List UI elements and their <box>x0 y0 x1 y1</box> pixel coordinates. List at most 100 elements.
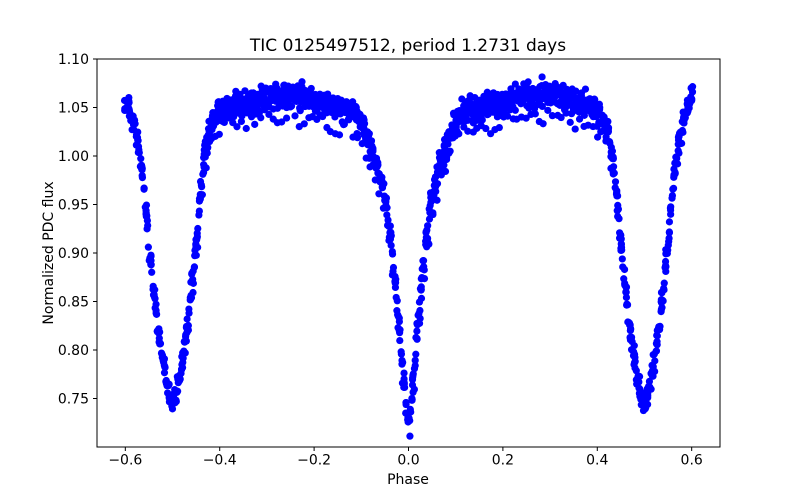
data-point <box>615 234 624 242</box>
data-point <box>594 133 602 141</box>
data-point <box>430 176 439 184</box>
data-point <box>335 131 344 139</box>
data-point <box>670 165 678 173</box>
data-point <box>218 105 226 113</box>
y-tick-label: 1.10 <box>58 52 89 68</box>
data-point <box>400 369 408 377</box>
data-point <box>195 197 204 205</box>
x-tick-label: −0.4 <box>203 453 237 469</box>
data-point <box>247 102 255 110</box>
data-point <box>482 106 490 114</box>
data-point <box>122 104 130 112</box>
data-point <box>371 155 380 163</box>
data-point <box>168 402 176 410</box>
data-point <box>409 388 417 396</box>
data-point <box>670 173 678 181</box>
data-point <box>182 323 190 332</box>
data-point <box>605 138 614 146</box>
data-point <box>675 132 683 140</box>
data-point <box>559 89 567 97</box>
data-point <box>253 92 262 100</box>
data-point <box>538 73 546 81</box>
data-point <box>296 104 304 112</box>
data-point <box>144 243 152 251</box>
data-point <box>413 327 421 335</box>
data-point <box>424 239 432 247</box>
data-point <box>320 91 329 99</box>
data-point <box>630 360 638 369</box>
data-point <box>614 212 622 221</box>
data-point <box>433 196 441 204</box>
data-point <box>440 141 448 149</box>
data-point <box>539 120 547 128</box>
data-point <box>185 305 193 313</box>
data-point <box>544 106 552 114</box>
data-point <box>181 349 189 357</box>
data-point <box>688 83 697 91</box>
data-point <box>238 112 246 120</box>
data-point <box>406 432 414 440</box>
axes-frame <box>96 58 721 448</box>
data-point <box>369 145 377 153</box>
data-point <box>660 279 668 287</box>
data-point <box>278 118 286 126</box>
data-point <box>672 153 680 161</box>
data-point <box>224 113 233 121</box>
data-point <box>591 95 599 104</box>
data-point <box>129 120 137 128</box>
data-point <box>622 293 631 302</box>
y-tick-label: 0.85 <box>58 295 89 311</box>
data-point <box>188 270 196 278</box>
data-point <box>387 241 395 249</box>
data-point <box>533 91 541 99</box>
data-point <box>571 125 579 133</box>
data-point <box>126 110 134 118</box>
data-point <box>153 328 161 336</box>
axis-ticks: −0.6 −0.4 −0.2 0.0 0.2 0.4 0.6 0.75 0.80 0.85 0.90… <box>58 52 703 469</box>
data-point <box>358 139 366 148</box>
data-point <box>639 395 647 403</box>
data-point <box>566 118 574 126</box>
data-point <box>557 113 565 122</box>
data-point <box>561 104 570 112</box>
data-point <box>579 106 587 115</box>
data-point <box>331 113 339 121</box>
data-point <box>488 92 496 100</box>
data-point <box>298 82 306 91</box>
data-point <box>287 102 296 110</box>
data-point <box>142 210 150 218</box>
data-point <box>396 336 404 345</box>
data-point <box>180 337 188 346</box>
data-point <box>397 348 405 356</box>
y-tick-label: 0.90 <box>58 246 89 262</box>
data-point <box>429 188 437 196</box>
data-point <box>190 263 199 271</box>
y-tick-label: 1.00 <box>58 149 89 165</box>
y-tick-label: 0.75 <box>58 392 89 408</box>
data-point <box>306 86 314 94</box>
data-point <box>208 112 217 120</box>
data-point <box>581 85 590 93</box>
data-point <box>251 120 259 128</box>
data-point <box>408 381 417 389</box>
data-point <box>125 98 133 107</box>
data-point <box>614 205 622 213</box>
data-point <box>622 288 630 296</box>
data-point <box>255 100 263 108</box>
data-point <box>140 184 148 192</box>
data-point <box>152 300 160 308</box>
data-point <box>408 395 416 404</box>
data-point <box>278 97 286 106</box>
data-point <box>531 104 539 113</box>
data-point <box>506 92 515 100</box>
data-point <box>156 339 164 347</box>
data-point <box>648 367 657 375</box>
data-point <box>683 101 692 109</box>
data-point <box>315 95 324 104</box>
data-point <box>353 129 361 138</box>
data-point <box>389 267 397 275</box>
data-point <box>592 113 600 121</box>
x-axis-label: Phase <box>387 472 429 488</box>
data-point <box>575 101 583 110</box>
